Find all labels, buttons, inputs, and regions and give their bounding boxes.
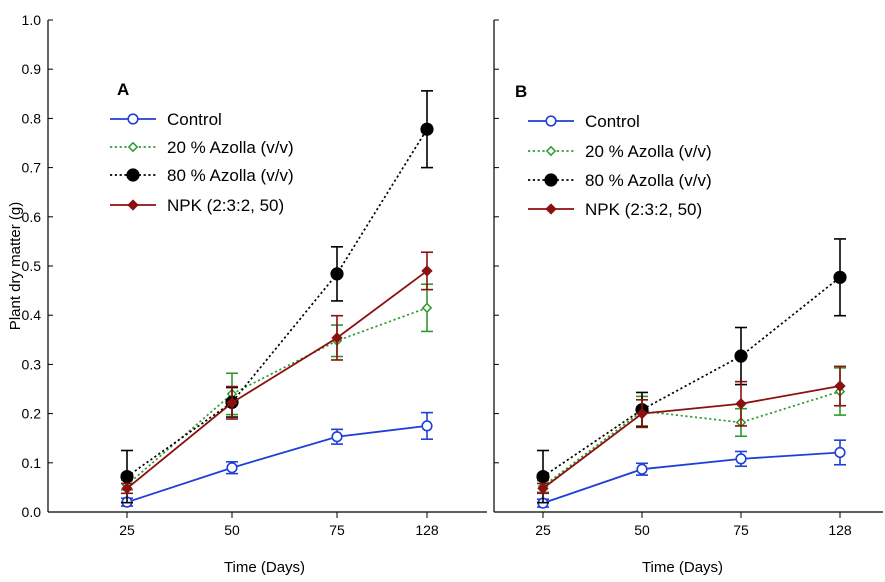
data-point <box>636 463 648 475</box>
panel-a: 0.0 0.1 0.2 0.3 0.4 0.5 0.6 0.7 0.8 0.9 1.0 25 50 75 1… <box>7 12 487 576</box>
series-20-azolla-v-v <box>121 283 433 491</box>
data-point <box>421 265 433 277</box>
y-tick-label: 0.5 <box>22 258 42 274</box>
y-tick-label: 0.1 <box>22 455 42 471</box>
legend-marker <box>545 145 557 157</box>
x-axis-title: Time (Days) <box>224 559 305 576</box>
panel-b: 25 50 75 128 Time (Days) B Control 20 % Azolla … <box>493 19 883 576</box>
data-point <box>331 431 343 443</box>
series-20-azolla-v-v <box>537 367 846 494</box>
y-axis-title: Plant dry matter (g) <box>7 202 24 330</box>
series-line <box>542 385 841 490</box>
x-tick-label: 128 <box>828 522 852 538</box>
series-line <box>126 307 428 486</box>
series-line <box>542 276 841 478</box>
x-tick-label: 75 <box>733 522 749 538</box>
data-point <box>636 407 648 420</box>
x-tick-label: 128 <box>415 522 439 538</box>
legend-entry: Control <box>585 112 640 131</box>
data-point <box>734 349 748 363</box>
series-npk-2-3-2-50 <box>537 365 846 495</box>
data-point <box>120 469 134 484</box>
data-point <box>330 267 344 281</box>
legend-entry: 20 % Azolla (v/v) <box>167 138 294 157</box>
x-tick-label: 50 <box>634 522 650 538</box>
panel-label: A <box>117 80 129 99</box>
data-point <box>421 302 433 314</box>
y-tick-label: 1.0 <box>22 12 42 28</box>
data-point <box>833 270 847 284</box>
legend-marker <box>545 203 557 215</box>
y-tick-label: 0.8 <box>22 110 42 126</box>
data-point <box>331 332 343 344</box>
legend-marker <box>544 173 558 187</box>
y-tick-label: 0.7 <box>22 160 42 176</box>
x-tick-label: 25 <box>535 522 551 538</box>
y-tick-label: 0.4 <box>22 307 42 323</box>
legend-entry: 80 % Azolla (v/v) <box>167 166 294 185</box>
series-npk-2-3-2-50 <box>121 251 433 495</box>
panel-label: B <box>515 82 527 101</box>
series-80-azolla-v-v <box>536 238 847 504</box>
legend-entry: Control <box>167 110 222 129</box>
legend-entry: NPK (2:3:2, 50) <box>167 196 284 215</box>
y-tick-label: 0.6 <box>22 209 42 225</box>
legend: Control 20 % Azolla (v/v) 80 % Azolla (v/v… <box>522 110 772 226</box>
y-tick-label: 0.9 <box>22 61 42 77</box>
x-tick-label: 25 <box>119 522 135 538</box>
legend-marker <box>127 113 139 125</box>
data-point <box>735 453 747 465</box>
x-tick-label: 75 <box>329 522 345 538</box>
data-point <box>735 398 747 410</box>
x-tick-label: 50 <box>224 522 240 538</box>
data-point <box>421 420 433 432</box>
series-line <box>126 270 428 490</box>
y-tick-label: 0.3 <box>22 356 42 372</box>
series-line <box>542 451 841 504</box>
x-axis-title: Time (Days) <box>642 559 723 576</box>
legend-background <box>104 108 354 222</box>
data-point <box>537 482 549 495</box>
legend-background <box>522 110 772 226</box>
series-control <box>121 411 433 508</box>
legend: Control 20 % Azolla (v/v) 80 % Azolla (v/v… <box>104 108 354 222</box>
data-point <box>834 380 846 392</box>
legend-marker <box>127 199 139 211</box>
data-point <box>226 462 238 474</box>
data-point <box>420 122 434 136</box>
data-point <box>536 469 550 484</box>
data-point <box>834 446 846 459</box>
legend-entry: NPK (2:3:2, 50) <box>585 200 702 219</box>
y-tick-label: 0.0 <box>22 504 42 520</box>
series-line <box>126 128 428 478</box>
series-line <box>542 390 841 488</box>
data-point <box>121 482 133 495</box>
series-line <box>126 425 428 504</box>
legend-marker <box>127 141 139 153</box>
series-control <box>537 439 846 509</box>
y-tick-label: 0.2 <box>22 406 42 422</box>
legend-entry: 20 % Azolla (v/v) <box>585 142 712 161</box>
legend-marker <box>545 115 557 127</box>
legend-marker <box>126 168 140 182</box>
data-point <box>226 397 238 409</box>
legend-entry: 80 % Azolla (v/v) <box>585 171 712 190</box>
